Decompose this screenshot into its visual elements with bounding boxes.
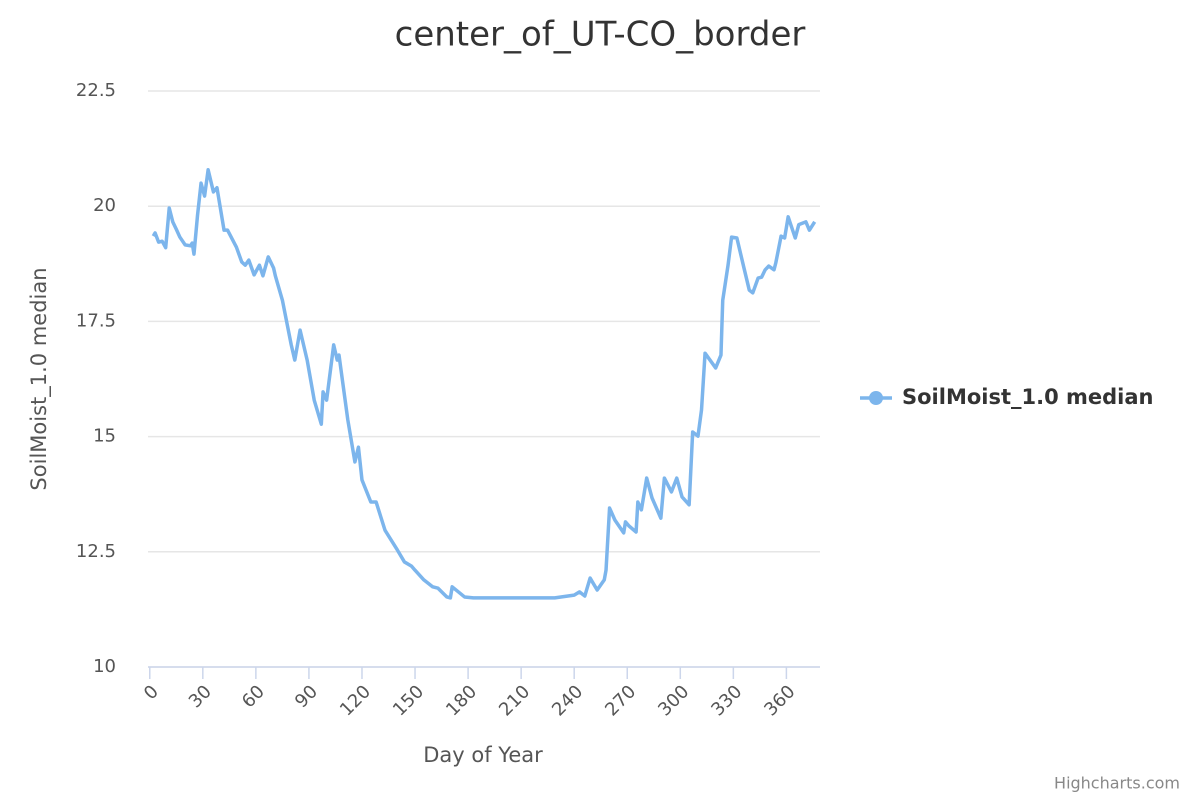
y-tick-label: 20 xyxy=(93,195,116,216)
x-axis-title: Day of Year xyxy=(423,743,543,767)
y-tick-label: 15 xyxy=(93,426,116,447)
y-tick-label: 17.5 xyxy=(76,310,116,331)
x-tick-label: 90 xyxy=(291,681,322,712)
x-tick-label: 0 xyxy=(140,681,163,704)
legend-marker xyxy=(869,391,883,405)
x-tick-label: 180 xyxy=(442,681,481,720)
x-tick-label: 120 xyxy=(336,681,375,720)
x-tick-label: 330 xyxy=(707,681,746,720)
legend-label: SoilMoist_1.0 median xyxy=(902,385,1154,409)
y-axis-title: SoilMoist_1.0 median xyxy=(27,267,52,490)
y-tick-label: 10 xyxy=(93,656,116,677)
x-tick-label: 360 xyxy=(760,681,799,720)
x-tick-label: 210 xyxy=(495,681,534,720)
x-tick-label: 60 xyxy=(238,681,269,712)
x-tick-label: 150 xyxy=(389,681,428,720)
credits: Highcharts.com xyxy=(1054,774,1180,793)
series-line xyxy=(151,168,817,600)
x-tick-label: 30 xyxy=(185,681,216,712)
x-tick-label: 240 xyxy=(548,681,587,720)
y-tick-label: 22.5 xyxy=(76,80,116,101)
chart-title: center_of_UT-CO_border xyxy=(395,15,806,55)
y-tick-label: 12.5 xyxy=(76,541,116,562)
x-tick-label: 300 xyxy=(654,681,693,720)
x-tick-label: 270 xyxy=(601,681,640,720)
